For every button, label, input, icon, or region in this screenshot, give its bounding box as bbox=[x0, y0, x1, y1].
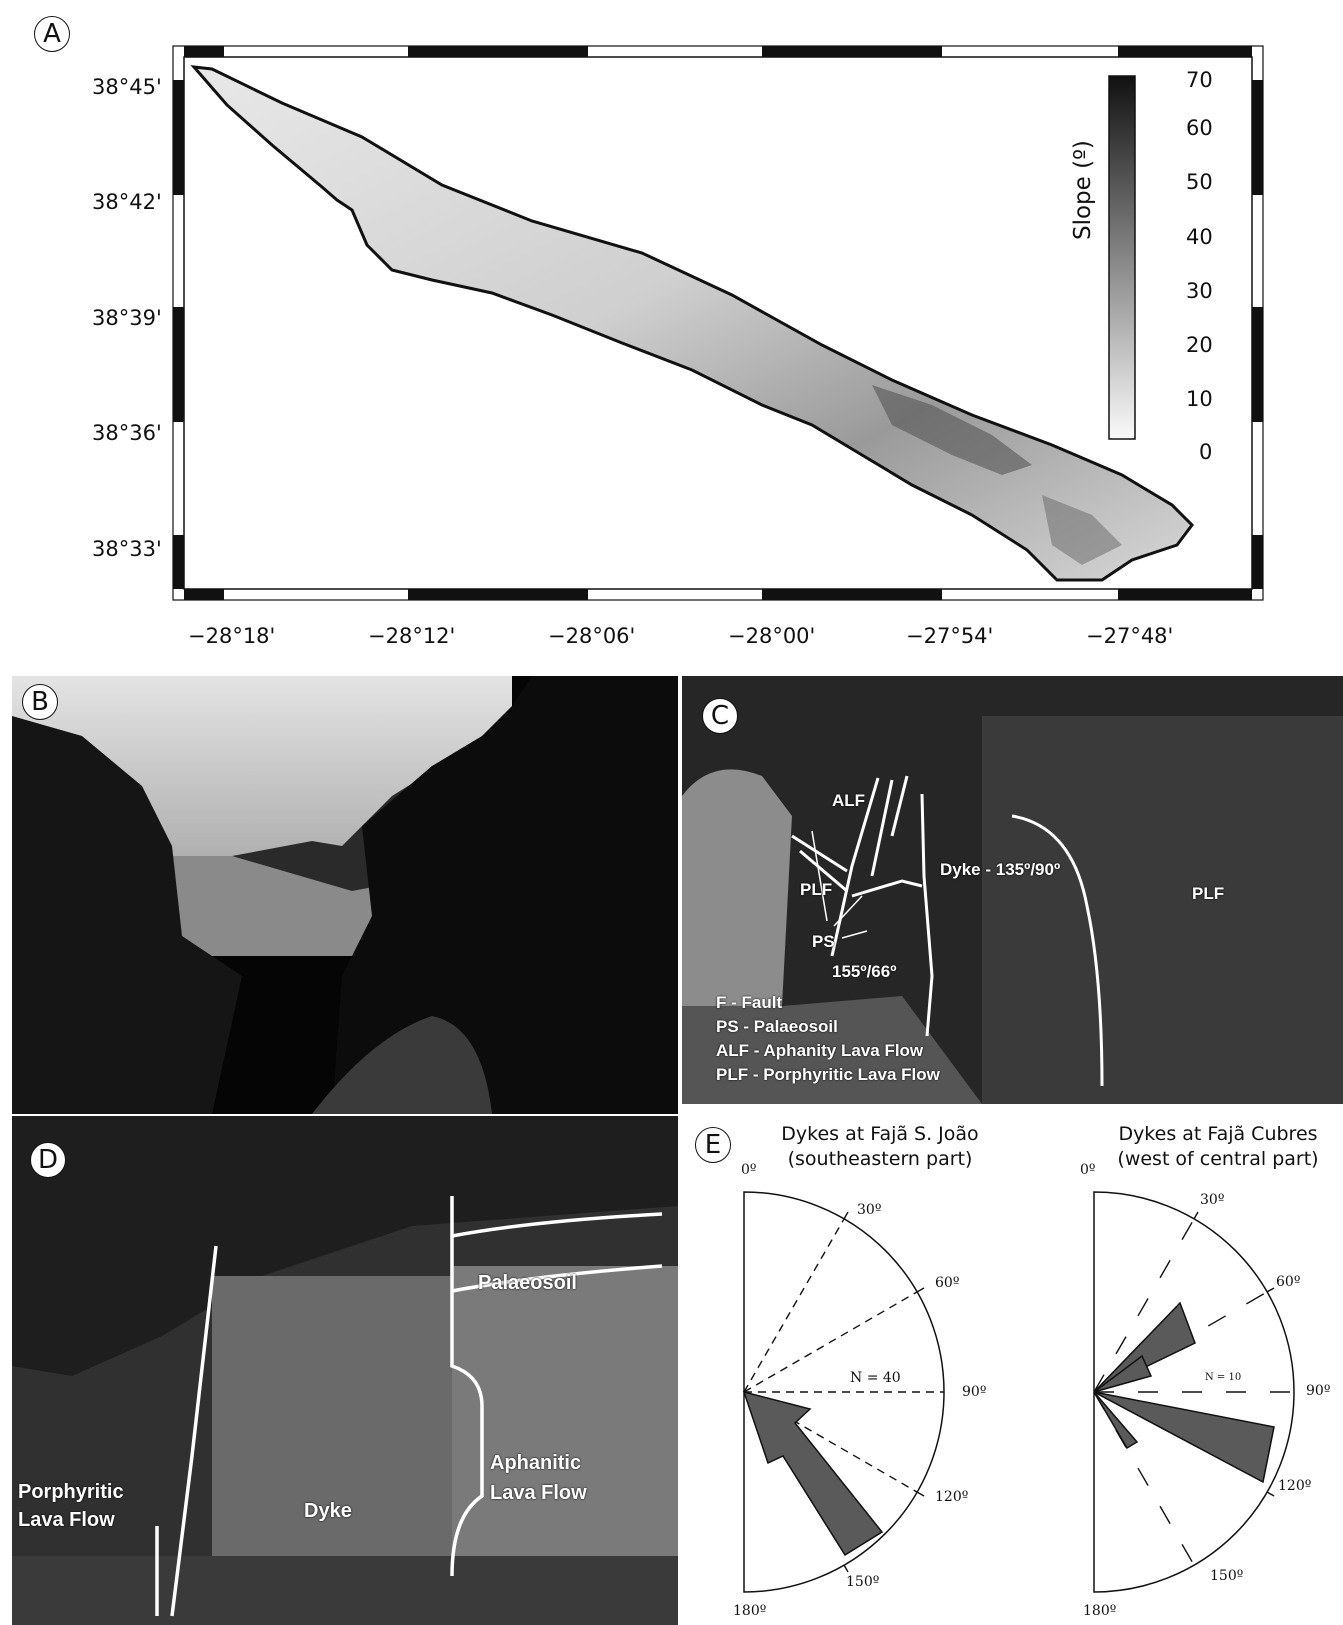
rose-right-petal-ne bbox=[1093, 1301, 1196, 1393]
island-shape bbox=[190, 65, 1194, 582]
panel-letter-c: C bbox=[702, 698, 738, 734]
rose-right-n-label: N = 10 bbox=[1205, 1372, 1242, 1383]
x-tick-label: −28°00' bbox=[728, 624, 816, 648]
rose-right-degree: 180º bbox=[1083, 1603, 1117, 1619]
slope-map bbox=[172, 45, 1264, 601]
y-tick-label: 38°36' bbox=[92, 421, 162, 445]
label-dyke-orientation: Dyke - 135º/90º bbox=[940, 860, 1061, 879]
rose-left-degree: 90º bbox=[962, 1384, 987, 1400]
label-plf-left: PLF bbox=[800, 880, 833, 899]
rose-left-petal bbox=[742, 1390, 884, 1557]
y-tick-label: 38°33' bbox=[92, 537, 162, 561]
rose-right-degree: 0º bbox=[1080, 1162, 1096, 1178]
rose-left-title-line2: (southeastern part) bbox=[787, 1148, 973, 1170]
panel-letter-a: A bbox=[34, 16, 70, 52]
label-porphyritic: Porphyritic bbox=[18, 1481, 124, 1503]
photo-c bbox=[682, 676, 1343, 1104]
photo-b bbox=[12, 676, 678, 1114]
label-aphanitic-lava-flow: Lava Flow bbox=[490, 1482, 587, 1504]
colorbar-tick: 10 bbox=[1186, 387, 1213, 411]
y-tick-label: 38°42' bbox=[92, 190, 162, 214]
legend-item: PLF - Porphyritic Lava Flow bbox=[716, 1065, 940, 1084]
colorbar-tick: 50 bbox=[1186, 170, 1213, 194]
panel-letter-e: E bbox=[695, 1127, 731, 1163]
photo-b-scene bbox=[12, 676, 678, 1114]
rose-left-degree: 30º bbox=[857, 1202, 882, 1218]
rose-left-degree: 60º bbox=[935, 1275, 960, 1291]
colorbar-tick: 70 bbox=[1186, 68, 1213, 92]
label-ps: PS bbox=[812, 932, 835, 951]
legend-item: ALF - Aphanity Lava Flow bbox=[716, 1041, 924, 1060]
colorbar-tick: 40 bbox=[1186, 225, 1213, 249]
colorbar-tick: 20 bbox=[1186, 333, 1213, 357]
x-tick-label: −28°18' bbox=[188, 624, 276, 648]
legend-item: PS - Palaeosoil bbox=[716, 1017, 838, 1036]
colorbar-label: Slope (º) bbox=[1070, 140, 1096, 240]
rose-right-degree: 150º bbox=[1210, 1568, 1244, 1584]
label-alf: ALF bbox=[832, 791, 866, 810]
x-tick-label: −27°54' bbox=[906, 624, 994, 648]
colorbar-tick: 60 bbox=[1186, 116, 1213, 140]
rose-left-title: Dykes at Fajã S. João (southeastern part… bbox=[750, 1122, 1010, 1172]
rose-right-degree: 120º bbox=[1278, 1478, 1312, 1494]
label-palaeosoil: Palaeosoil bbox=[478, 1272, 577, 1294]
y-tick-label: 38°45' bbox=[92, 75, 162, 99]
colorbar-tick: 0 bbox=[1199, 440, 1213, 464]
colorbar-tick: 30 bbox=[1186, 279, 1213, 303]
y-tick-label: 38°39' bbox=[92, 306, 162, 330]
rose-right-title: Dykes at Fajã Cubres (west of central pa… bbox=[1100, 1122, 1336, 1172]
x-tick-label: −28°12' bbox=[368, 624, 456, 648]
rose-diagram-left bbox=[742, 1191, 945, 1593]
label-plf-right: PLF bbox=[1192, 884, 1225, 903]
rose-right-degree: 90º bbox=[1306, 1383, 1331, 1399]
legend-item: F - Fault bbox=[716, 993, 783, 1012]
rose-diagram-right bbox=[1093, 1191, 1295, 1593]
rose-right-degree: 60º bbox=[1276, 1274, 1301, 1290]
rose-left-title-line1: Dykes at Fajã S. João bbox=[781, 1123, 979, 1145]
rose-left-degree: 150º bbox=[846, 1574, 880, 1590]
photo-d bbox=[12, 1116, 678, 1625]
x-tick-label: −28°06' bbox=[548, 624, 636, 648]
label-porphyritic-lava-flow: Lava Flow bbox=[18, 1509, 115, 1531]
label-dyke: Dyke bbox=[304, 1500, 352, 1522]
rose-left-degree: 120º bbox=[935, 1489, 969, 1505]
rose-right-petal-s bbox=[1093, 1391, 1139, 1450]
x-tick-label: −27°48' bbox=[1086, 624, 1174, 648]
panel-letter-d: D bbox=[30, 1142, 66, 1178]
rose-right-petal-ne-small bbox=[1093, 1354, 1153, 1393]
rose-right-title-line2: (west of central part) bbox=[1117, 1148, 1319, 1170]
rose-right-degree: 30º bbox=[1200, 1192, 1225, 1208]
rose-left-degree: 0º bbox=[741, 1162, 757, 1178]
panel-letter-b: B bbox=[22, 684, 58, 720]
rose-right-title-line1: Dykes at Fajã Cubres bbox=[1118, 1123, 1318, 1145]
photo-d-scene bbox=[12, 1116, 678, 1625]
photo-c-scene bbox=[682, 676, 1343, 1104]
rose-right-petal-se bbox=[1093, 1391, 1275, 1484]
label-fault-orientation: 155º/66º bbox=[832, 962, 897, 981]
rose-left-n-label: N = 40 bbox=[850, 1370, 901, 1386]
rose-left-degree: 180º bbox=[733, 1603, 767, 1619]
label-aphanitic: Aphanitic bbox=[490, 1452, 582, 1474]
